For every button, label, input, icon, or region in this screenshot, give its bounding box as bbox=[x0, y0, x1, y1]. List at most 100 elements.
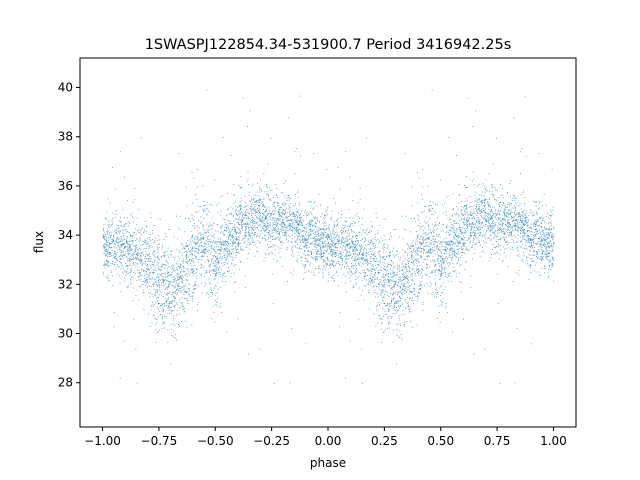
data-point bbox=[418, 177, 420, 179]
data-point bbox=[196, 247, 198, 249]
data-point bbox=[306, 247, 308, 248]
data-point bbox=[470, 287, 472, 288]
data-point bbox=[130, 259, 132, 260]
data-point bbox=[386, 255, 388, 257]
data-point bbox=[108, 238, 110, 240]
data-point bbox=[324, 209, 326, 211]
data-point bbox=[140, 258, 142, 260]
data-point bbox=[259, 205, 261, 207]
data-point bbox=[439, 242, 441, 244]
data-point bbox=[293, 214, 295, 216]
data-point bbox=[341, 232, 343, 234]
data-point bbox=[137, 249, 139, 251]
data-point bbox=[252, 209, 254, 211]
data-point bbox=[495, 247, 496, 248]
data-point bbox=[441, 271, 443, 273]
data-point bbox=[460, 206, 462, 207]
data-point bbox=[396, 274, 397, 276]
data-point bbox=[259, 198, 261, 200]
data-point bbox=[277, 212, 279, 214]
data-point bbox=[144, 239, 146, 241]
data-point bbox=[200, 238, 202, 240]
data-point bbox=[399, 264, 400, 266]
data-point bbox=[218, 267, 220, 269]
data-point bbox=[480, 214, 482, 216]
data-point bbox=[186, 326, 188, 328]
data-point bbox=[207, 241, 209, 243]
data-point bbox=[173, 271, 175, 272]
data-point bbox=[297, 229, 299, 231]
data-point bbox=[257, 183, 258, 185]
data-point bbox=[128, 260, 130, 262]
data-point bbox=[532, 261, 534, 263]
data-point bbox=[283, 202, 285, 203]
data-point bbox=[256, 208, 258, 210]
data-point bbox=[460, 264, 462, 266]
data-point bbox=[355, 282, 357, 284]
data-point bbox=[408, 262, 409, 264]
data-point bbox=[250, 205, 252, 207]
data-point bbox=[158, 247, 160, 248]
data-point bbox=[467, 221, 469, 223]
data-point bbox=[324, 250, 326, 252]
data-point bbox=[549, 234, 550, 236]
data-point bbox=[424, 232, 426, 234]
data-point bbox=[130, 283, 132, 285]
data-point bbox=[502, 202, 504, 204]
data-point bbox=[140, 251, 142, 253]
data-point bbox=[402, 285, 404, 287]
data-point bbox=[236, 239, 238, 241]
data-point bbox=[328, 227, 330, 229]
data-point bbox=[117, 230, 119, 232]
data-point bbox=[221, 258, 223, 260]
data-point bbox=[488, 173, 490, 174]
data-point bbox=[272, 217, 274, 219]
data-point bbox=[214, 255, 216, 256]
data-point bbox=[430, 249, 431, 250]
data-point bbox=[245, 229, 247, 230]
data-point bbox=[468, 238, 469, 240]
data-point bbox=[353, 243, 355, 245]
data-point bbox=[532, 260, 534, 262]
data-point bbox=[454, 252, 456, 254]
data-point bbox=[450, 281, 452, 282]
data-point bbox=[119, 232, 121, 234]
data-point bbox=[344, 266, 345, 267]
data-point bbox=[135, 244, 137, 246]
data-point bbox=[394, 283, 396, 285]
data-point bbox=[378, 296, 379, 298]
data-point bbox=[538, 241, 539, 243]
data-point bbox=[408, 260, 410, 262]
data-point bbox=[296, 228, 298, 230]
data-point bbox=[357, 259, 358, 260]
data-point bbox=[495, 235, 497, 237]
data-point bbox=[203, 250, 205, 252]
data-point bbox=[436, 217, 438, 219]
data-point bbox=[323, 242, 325, 244]
data-point bbox=[417, 248, 418, 250]
data-point bbox=[301, 222, 303, 224]
data-point bbox=[384, 289, 386, 291]
data-point bbox=[402, 273, 403, 275]
data-point bbox=[210, 241, 212, 243]
data-point bbox=[272, 209, 274, 211]
data-point bbox=[238, 237, 240, 239]
data-point bbox=[384, 266, 385, 268]
data-point bbox=[526, 260, 528, 262]
data-point bbox=[429, 241, 431, 243]
data-point bbox=[485, 218, 487, 220]
data-point bbox=[446, 268, 448, 270]
data-point bbox=[104, 265, 106, 267]
data-point bbox=[126, 223, 128, 225]
data-point bbox=[397, 310, 399, 312]
data-point bbox=[418, 247, 420, 249]
data-point bbox=[408, 247, 410, 248]
data-point bbox=[372, 226, 373, 227]
data-point bbox=[539, 236, 541, 238]
data-point bbox=[156, 300, 158, 302]
data-point bbox=[272, 303, 274, 305]
data-point bbox=[440, 278, 442, 280]
data-point bbox=[456, 212, 458, 214]
data-point bbox=[487, 220, 489, 222]
data-point bbox=[149, 261, 151, 262]
